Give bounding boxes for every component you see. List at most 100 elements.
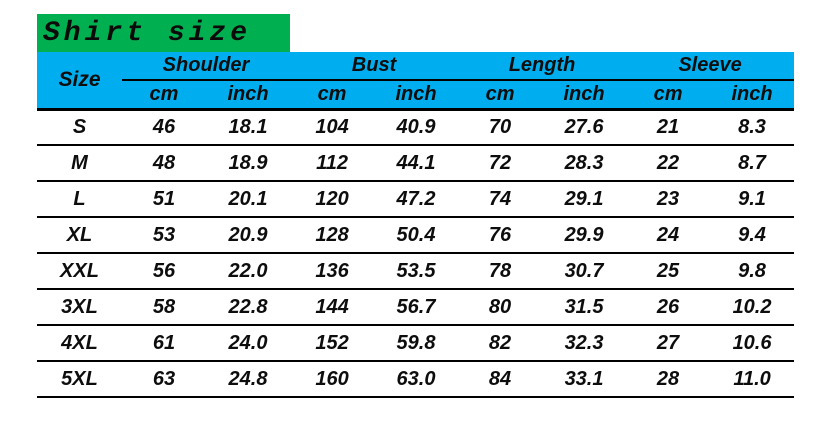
value-cell: 44.1: [374, 145, 459, 182]
value-cell: 63.0: [374, 361, 459, 398]
table-header: Size Shoulder Bust Length Sleeve cm inch cm in…: [37, 52, 795, 111]
value-cell: 72: [458, 145, 543, 182]
header-group-row: Size Shoulder Bust Length Sleeve: [37, 52, 795, 111]
value-cell: 70: [458, 109, 543, 146]
value-cell: 76: [458, 217, 543, 254]
value-cell: 9.1: [710, 181, 795, 218]
value-cell: 9.4: [710, 217, 795, 254]
size-table: Size Shoulder Bust Length Sleeve cm inch cm in…: [37, 52, 795, 398]
value-cell: 27: [626, 325, 711, 362]
value-cell: 28: [626, 361, 711, 398]
value-cell: 29.1: [542, 181, 627, 218]
value-cell: 18.1: [206, 109, 291, 146]
size-cell: M: [37, 145, 122, 182]
value-cell: 53.5: [374, 253, 459, 290]
value-cell: 120: [290, 181, 375, 218]
value-cell: 24: [626, 217, 711, 254]
value-cell: 50.4: [374, 217, 459, 254]
sub-header-cm: cm: [122, 80, 206, 111]
table-row-s: S 46 18.1 104 40.9 70 27.6 21 8.3: [37, 109, 795, 146]
value-cell: 25: [626, 253, 711, 290]
value-cell: 56: [122, 253, 206, 290]
value-cell: 22: [626, 145, 711, 182]
table-body: S 46 18.1 104 40.9 70 27.6 21 8.3 M 48 18.9 112 44.1 7…: [37, 109, 795, 398]
sub-header-cm: cm: [290, 80, 375, 111]
value-cell: 27.6: [542, 109, 627, 146]
sub-header-inch: inch: [542, 80, 627, 111]
value-cell: 26: [626, 289, 711, 326]
value-cell: 53: [122, 217, 206, 254]
value-cell: 10.6: [710, 325, 795, 362]
value-cell: 104: [290, 109, 375, 146]
value-cell: 24.8: [206, 361, 291, 398]
value-cell: 84: [458, 361, 543, 398]
value-cell: 8.7: [710, 145, 795, 182]
value-cell: 30.7: [542, 253, 627, 290]
value-cell: 33.1: [542, 361, 627, 398]
value-cell: 48: [122, 145, 206, 182]
value-cell: 11.0: [710, 361, 795, 398]
sub-header-cm: cm: [458, 80, 543, 111]
value-cell: 128: [290, 217, 375, 254]
group-header-length: Length: [458, 52, 627, 81]
value-cell: 78: [458, 253, 543, 290]
value-cell: 80: [458, 289, 543, 326]
value-cell: 56.7: [374, 289, 459, 326]
table-row-m: M 48 18.9 112 44.1 72 28.3 22 8.7: [37, 145, 795, 182]
size-cell: S: [37, 109, 122, 146]
value-cell: 20.9: [206, 217, 291, 254]
value-cell: 28.3: [542, 145, 627, 182]
value-cell: 9.8: [710, 253, 795, 290]
value-cell: 152: [290, 325, 375, 362]
value-cell: 144: [290, 289, 375, 326]
value-cell: 24.0: [206, 325, 291, 362]
value-cell: 8.3: [710, 109, 795, 146]
value-cell: 136: [290, 253, 375, 290]
table-row-3xl: 3XL 58 22.8 144 56.7 80 31.5 26 10.2: [37, 289, 795, 326]
group-header-sleeve: Sleeve: [626, 52, 795, 81]
sub-header-inch: inch: [206, 80, 291, 111]
value-cell: 29.9: [542, 217, 627, 254]
value-cell: 51: [122, 181, 206, 218]
size-cell: 5XL: [37, 361, 122, 398]
value-cell: 18.9: [206, 145, 291, 182]
value-cell: 160: [290, 361, 375, 398]
size-column-header: Size: [37, 52, 122, 111]
table-row-5xl: 5XL 63 24.8 160 63.0 84 33.1 28 11.0: [37, 361, 795, 398]
value-cell: 112: [290, 145, 375, 182]
value-cell: 63: [122, 361, 206, 398]
value-cell: 23: [626, 181, 711, 218]
table-row-l: L 51 20.1 120 47.2 74 29.1 23 9.1: [37, 181, 795, 218]
table-row-4xl: 4XL 61 24.0 152 59.8 82 32.3 27 10.6: [37, 325, 795, 362]
size-cell: L: [37, 181, 122, 218]
size-cell: XXL: [37, 253, 122, 290]
size-cell: 4XL: [37, 325, 122, 362]
value-cell: 10.2: [710, 289, 795, 326]
value-cell: 20.1: [206, 181, 291, 218]
value-cell: 31.5: [542, 289, 627, 326]
value-cell: 21: [626, 109, 711, 146]
sub-header-cm: cm: [626, 80, 711, 111]
value-cell: 22.0: [206, 253, 291, 290]
table-row-xl: XL 53 20.9 128 50.4 76 29.9 24 9.4: [37, 217, 795, 254]
size-cell: 3XL: [37, 289, 122, 326]
page-title: Shirt size: [43, 17, 252, 49]
header-sub-row: cm inch cm inch cm inch cm inch: [37, 80, 795, 111]
value-cell: 40.9: [374, 109, 459, 146]
value-cell: 32.3: [542, 325, 627, 362]
value-cell: 74: [458, 181, 543, 218]
title-banner: Shirt size: [37, 14, 290, 52]
group-header-bust: Bust: [290, 52, 459, 81]
group-header-shoulder: Shoulder: [122, 52, 291, 81]
value-cell: 59.8: [374, 325, 459, 362]
value-cell: 82: [458, 325, 543, 362]
sub-header-inch: inch: [710, 80, 795, 111]
size-cell: XL: [37, 217, 122, 254]
value-cell: 58: [122, 289, 206, 326]
value-cell: 22.8: [206, 289, 291, 326]
value-cell: 61: [122, 325, 206, 362]
table-row-xxl: XXL 56 22.0 136 53.5 78 30.7 25 9.8: [37, 253, 795, 290]
value-cell: 47.2: [374, 181, 459, 218]
value-cell: 46: [122, 109, 206, 146]
